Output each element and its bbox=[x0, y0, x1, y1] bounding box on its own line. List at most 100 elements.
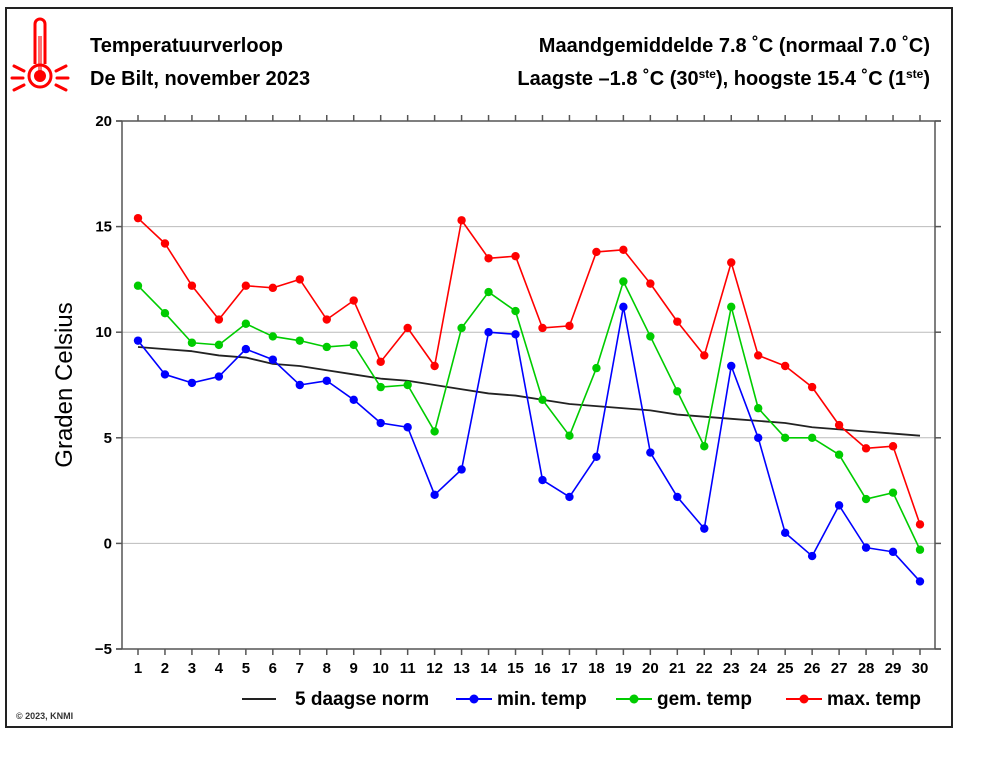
x-axis-ticks: 1 2 3 4 5 6 7 8 9 10 11 12 13 14 15 16 17 18 19 20 21 22 23 24 2… bbox=[134, 115, 929, 677]
y-tick-label: 0 bbox=[104, 535, 112, 552]
data-point-min bbox=[133, 336, 143, 345]
summary-line-2: Laagste –1.8 ˚C (30ste), hoogste 15.4 ˚C… bbox=[517, 67, 930, 90]
data-point-min bbox=[807, 551, 817, 561]
data-point-gem bbox=[457, 323, 466, 333]
data-point-gem bbox=[538, 395, 547, 404]
data-point-gem bbox=[780, 433, 790, 442]
data-point-gem bbox=[322, 342, 331, 352]
x-tick-label: 10 bbox=[372, 660, 389, 677]
data-point-gem bbox=[376, 382, 385, 392]
heat-ray bbox=[54, 64, 68, 73]
x-tick-label: 11 bbox=[400, 660, 416, 677]
x-tick-label: 6 bbox=[269, 660, 277, 677]
data-point-max bbox=[780, 361, 790, 371]
y-tick-label: 10 bbox=[95, 324, 112, 341]
data-point-min bbox=[780, 528, 790, 538]
data-point-gem bbox=[673, 387, 682, 396]
legend-marker-min bbox=[469, 694, 479, 704]
x-tick-label: 16 bbox=[534, 660, 551, 677]
data-point-min bbox=[834, 501, 844, 510]
data-point-gem bbox=[403, 380, 412, 390]
data-point-max bbox=[888, 442, 898, 451]
data-point-gem bbox=[727, 302, 736, 312]
data-point-max bbox=[376, 357, 385, 366]
y-axis-label: Graden Celsius bbox=[51, 302, 78, 467]
y-tick-label: 20 bbox=[95, 113, 112, 130]
x-tick-label: 21 bbox=[669, 660, 686, 677]
data-point-max bbox=[268, 283, 278, 293]
data-point-gem bbox=[888, 488, 898, 497]
x-tick-label: 29 bbox=[885, 660, 902, 677]
data-point-min bbox=[241, 344, 251, 354]
series-line-max bbox=[137, 217, 921, 525]
data-point-max bbox=[430, 361, 439, 371]
data-point-gem bbox=[754, 404, 763, 413]
data-point-max bbox=[538, 323, 547, 333]
data-point-gem bbox=[807, 433, 817, 442]
axes bbox=[116, 120, 941, 650]
data-point-gem bbox=[700, 442, 709, 451]
data-point-gem bbox=[592, 363, 601, 373]
x-tick-label: 15 bbox=[507, 660, 524, 677]
x-tick-label: 17 bbox=[561, 660, 578, 677]
x-tick-label: 18 bbox=[588, 660, 605, 677]
data-point-max bbox=[834, 420, 844, 430]
data-point-max bbox=[727, 258, 736, 267]
data-point-gem bbox=[133, 281, 143, 290]
legend-item-max: max. temp bbox=[786, 689, 921, 710]
data-point-gem bbox=[187, 338, 197, 347]
x-tick-label: 7 bbox=[296, 660, 304, 677]
x-tick-label: 13 bbox=[453, 660, 470, 677]
data-point-gem bbox=[484, 287, 493, 297]
legend-marker-max bbox=[799, 694, 809, 704]
series-min bbox=[133, 302, 925, 586]
heat-ray bbox=[12, 83, 26, 92]
x-tick-label: 24 bbox=[750, 660, 767, 677]
thermometer-bulb-fill bbox=[34, 70, 46, 82]
data-point-max bbox=[457, 216, 466, 225]
legend-item-gem: gem. temp bbox=[616, 689, 752, 710]
data-point-min bbox=[646, 448, 655, 457]
data-point-min bbox=[349, 395, 358, 404]
data-point-min bbox=[511, 330, 520, 339]
legend: 5 daagse norm min. temp gem. temp max. temp bbox=[242, 689, 921, 710]
heat-ray bbox=[54, 83, 68, 92]
data-point-min bbox=[187, 378, 197, 388]
x-tick-label: 3 bbox=[188, 660, 196, 677]
thermometer-mercury bbox=[38, 36, 42, 72]
legend-label-max: max. temp bbox=[827, 689, 921, 710]
data-point-max bbox=[592, 247, 601, 257]
x-tick-label: 4 bbox=[215, 660, 224, 677]
data-point-max bbox=[646, 279, 655, 288]
data-point-min bbox=[861, 543, 871, 552]
data-point-min bbox=[160, 370, 170, 379]
data-point-max bbox=[214, 315, 224, 324]
summary-high: ), hoogste 15.4 ˚C (1 bbox=[716, 67, 906, 90]
thermometer-hot-icon bbox=[10, 17, 70, 92]
x-tick-label: 1 bbox=[134, 660, 142, 677]
x-tick-label: 22 bbox=[696, 660, 713, 677]
data-point-min bbox=[619, 302, 628, 312]
data-point-min bbox=[592, 452, 601, 462]
copyright: © 2023, KNMI bbox=[16, 711, 73, 721]
summary-low-suffix: ste bbox=[699, 67, 717, 81]
data-point-max bbox=[861, 444, 871, 453]
legend-label-norm: 5 daagse norm bbox=[295, 689, 429, 710]
data-point-min bbox=[888, 547, 898, 557]
x-tick-label: 30 bbox=[912, 660, 929, 677]
data-point-max bbox=[133, 213, 143, 223]
data-point-gem bbox=[160, 308, 170, 318]
data-point-gem bbox=[511, 306, 520, 316]
data-point-min bbox=[915, 577, 925, 586]
series-lines bbox=[133, 213, 925, 586]
data-point-gem bbox=[834, 450, 844, 459]
heat-ray bbox=[12, 64, 26, 73]
thermometer-tube bbox=[33, 17, 47, 64]
data-point-max bbox=[484, 254, 493, 263]
data-point-max bbox=[187, 281, 197, 290]
x-tick-label: 9 bbox=[350, 660, 358, 677]
data-point-min bbox=[214, 372, 224, 381]
data-point-min bbox=[430, 490, 439, 500]
data-point-gem bbox=[349, 340, 358, 350]
x-tick-label: 23 bbox=[723, 660, 740, 677]
